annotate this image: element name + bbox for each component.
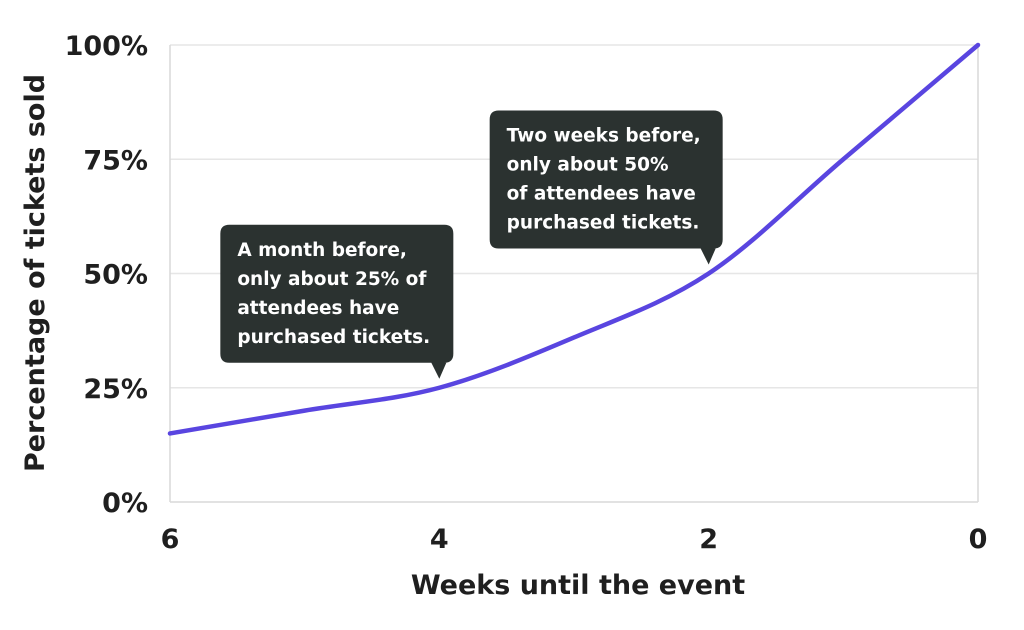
callout-bubble: [489, 110, 723, 265]
x-axis-label: Weeks until the event: [411, 570, 745, 601]
y-tick-label: 75%: [83, 145, 148, 176]
callout-1: Two weeks before, only about 50% of attend…: [489, 110, 723, 265]
tick-labels: 0% 25% 50% 75% 100% 6 4 2 0: [65, 31, 988, 555]
callout-text-line: purchased tickets.: [507, 213, 700, 234]
callout-text-line: Two weeks before,: [507, 126, 701, 147]
callout-text-line: only about 25% of: [237, 269, 427, 290]
axes: [169, 45, 979, 503]
y-tick-label: 0%: [102, 488, 148, 519]
callouts: A month before, only about 25% of attendee…: [220, 110, 723, 379]
callout-text-line: only about 50%: [507, 155, 669, 176]
series-line-0: [167, 42, 981, 436]
callout-0: A month before, only about 25% of attendee…: [220, 224, 454, 379]
callout-bubble: [220, 224, 454, 379]
callout-text-line: attendees have: [237, 298, 399, 319]
x-tick-label: 6: [161, 524, 180, 555]
callout-text-line: of attendees have: [507, 184, 696, 205]
y-tick-label: 100%: [65, 31, 148, 62]
x-tick-label: 4: [430, 524, 449, 555]
y-axis-label: Percentage of tickets sold: [20, 74, 51, 472]
x-tick-label: 0: [969, 524, 988, 555]
y-tick-label: 25%: [83, 374, 148, 405]
series: [167, 42, 981, 436]
callout-text-line: purchased tickets.: [237, 327, 430, 348]
y-tick-label: 50%: [83, 260, 148, 291]
x-tick-label: 2: [699, 524, 718, 555]
callout-text-line: A month before,: [237, 240, 407, 261]
